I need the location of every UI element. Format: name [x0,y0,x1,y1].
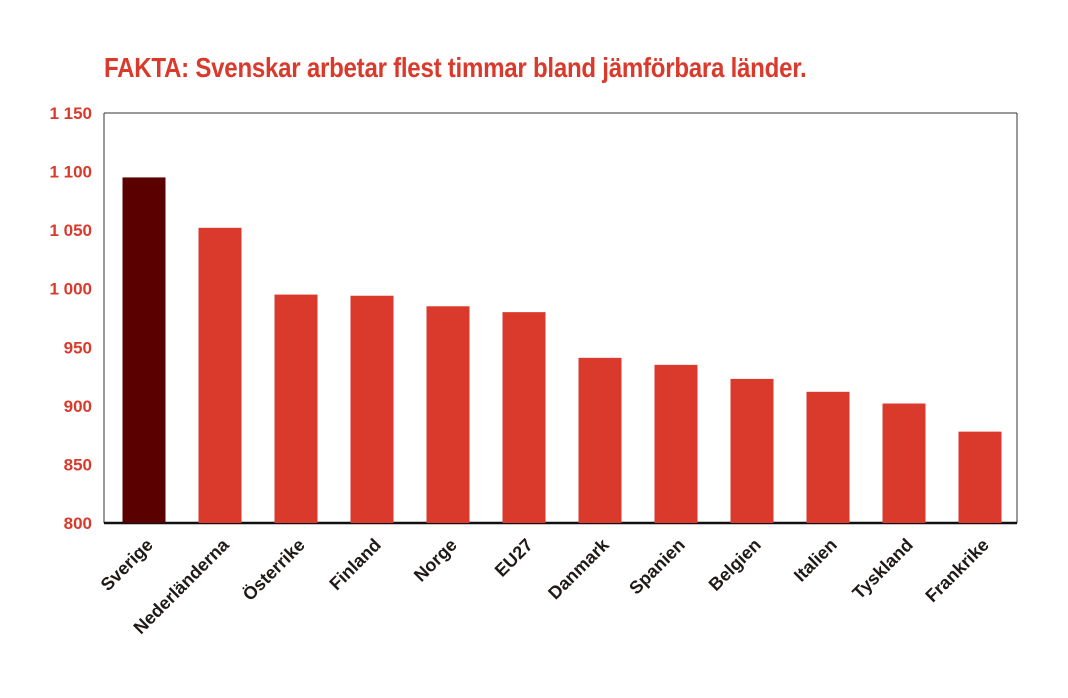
x-category-label: Italien [790,535,841,586]
x-category-label: Norge [410,535,461,586]
bars [122,177,1002,524]
x-category-label: Österrike [239,535,309,605]
bar [578,357,622,523]
y-tick-label: 950 [64,338,92,357]
y-tick-label: 1 100 [49,163,92,182]
y-tick-label: 850 [64,455,92,474]
bar [730,378,774,523]
x-category-label: Belgien [705,535,765,595]
bar [122,177,166,523]
x-category-label: Spanien [625,535,689,599]
bar [502,312,546,523]
bar [426,306,470,523]
bar [350,295,394,523]
chart-title: FAKTA: Svenskar arbetar flest timmar bla… [104,52,807,83]
bar [806,391,850,523]
y-tick-label: 1 050 [49,221,92,240]
y-tick-label: 1 150 [49,104,92,123]
bar [274,294,318,523]
x-category-label: Frankrike [921,535,992,606]
x-category-label: Sverige [97,535,157,595]
y-axis-ticks: 800 850 900 950 1 000 1 050 1 100 1 150 [49,104,92,533]
bar [198,227,242,524]
bar [882,403,926,523]
y-tick-label: 1 000 [49,280,92,299]
y-tick-label: 800 [64,514,92,533]
plot-frame [103,112,1018,525]
x-category-label: EU27 [491,535,537,581]
x-category-label: Danmark [544,534,613,603]
x-category-label: Tyskland [848,535,916,603]
bar [654,364,698,523]
x-category-label: Finland [325,535,384,594]
y-tick-label: 900 [64,397,92,416]
bar [958,431,1002,523]
